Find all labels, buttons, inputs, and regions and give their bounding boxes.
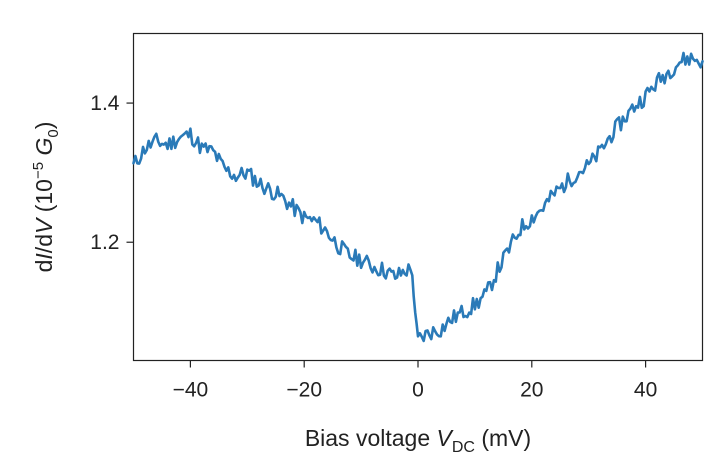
x-axis: −40 −20 0 20 40 xyxy=(173,360,657,402)
x-axis-label: Bias voltage VDC (mV) xyxy=(305,425,531,456)
y-tick-label: 1.4 xyxy=(90,92,120,115)
x-tick-label: −40 xyxy=(173,379,209,402)
series-line xyxy=(132,51,704,343)
x-tick-label: −20 xyxy=(286,379,322,402)
y-axis-label: dI/dV (10−5 G0) xyxy=(30,122,62,273)
y-tick-label: 1.2 xyxy=(90,231,119,254)
x-tick-label: 40 xyxy=(634,379,657,402)
x-tick-label: 0 xyxy=(412,379,424,402)
plot-area xyxy=(132,32,704,362)
plot-frame xyxy=(132,32,704,362)
y-axis: 1.2 1.4 xyxy=(90,92,134,254)
x-tick-label: 20 xyxy=(520,379,543,402)
